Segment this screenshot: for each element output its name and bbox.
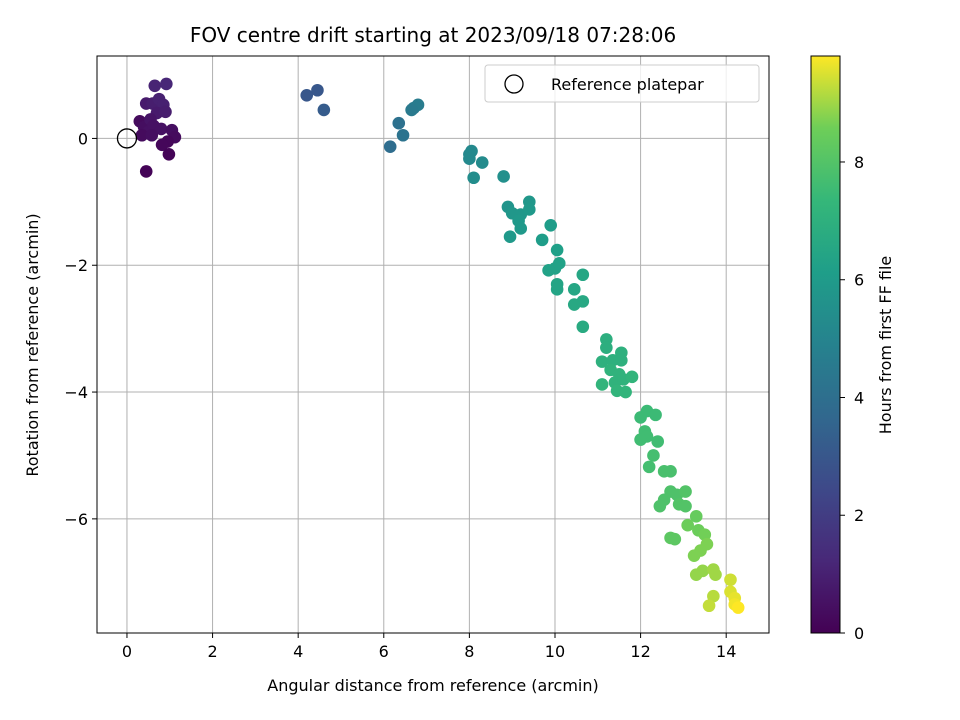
data-point	[317, 103, 331, 117]
grid	[97, 56, 769, 633]
data-point	[162, 147, 176, 161]
data-point	[497, 170, 510, 183]
y-tick-label: −6	[64, 510, 88, 529]
x-tick-label: 6	[379, 642, 389, 661]
data-point	[467, 171, 480, 185]
data-point	[139, 165, 153, 178]
data-point	[523, 203, 536, 216]
data-point	[160, 77, 173, 91]
reference-marker	[116, 128, 138, 149]
data-point	[698, 528, 712, 542]
data-point	[155, 138, 169, 152]
data-point	[576, 320, 590, 334]
x-tick-label: 14	[716, 642, 736, 661]
data-point	[300, 89, 314, 102]
colorbar-tick-label: 6	[854, 271, 864, 290]
data-point	[512, 214, 525, 228]
data-point	[625, 370, 639, 384]
x-tick-label: 0	[122, 642, 132, 661]
data-point	[619, 385, 632, 399]
colorbar-tick-label: 2	[854, 506, 864, 525]
data-point	[664, 465, 677, 478]
colorbar-ticks: 0 2 4 6 8	[840, 153, 864, 643]
legend: Reference platepar	[484, 64, 760, 103]
x-tick-label: 10	[545, 642, 565, 661]
data-point	[689, 510, 703, 523]
data-point	[392, 116, 406, 130]
data-point	[647, 449, 660, 462]
x-tick-label: 2	[207, 642, 217, 661]
data-point	[687, 549, 701, 562]
colorbar-gradient	[810, 55, 841, 634]
data-point	[642, 460, 656, 474]
colorbar-label: Hours from first FF file	[876, 256, 895, 435]
data-point	[600, 341, 613, 354]
data-point	[709, 568, 722, 581]
data-point	[475, 156, 489, 169]
data-point	[679, 485, 692, 498]
x-axis-label: Angular distance from reference (arcmin)	[267, 676, 598, 695]
data-point	[653, 499, 667, 513]
data-point	[576, 295, 590, 308]
data-point	[383, 140, 397, 153]
data-point	[552, 257, 566, 270]
data-point	[405, 103, 418, 117]
data-point	[696, 564, 709, 578]
y-axis-label: Rotation from reference (arcmin)	[23, 213, 42, 476]
data-point	[651, 435, 665, 448]
data-point	[634, 433, 647, 446]
data-point	[615, 354, 628, 367]
data-points	[133, 77, 745, 614]
y-axis-ticks: 0 −2 −4 −6	[64, 129, 97, 529]
data-point	[154, 122, 168, 136]
data-point	[731, 601, 745, 614]
data-point	[311, 83, 324, 97]
data-point	[544, 218, 558, 232]
data-point	[595, 378, 609, 391]
data-point	[463, 152, 476, 166]
x-tick-label: 8	[464, 642, 474, 661]
legend-box	[484, 64, 760, 103]
colorbar: 0 2 4 6 8 Hours from first FF file	[810, 55, 895, 643]
data-point	[145, 128, 159, 142]
y-tick-label: −2	[64, 256, 88, 275]
data-point	[681, 518, 694, 532]
data-point	[724, 573, 737, 587]
data-point	[679, 499, 692, 513]
data-point	[535, 233, 549, 247]
plot-frame	[96, 55, 770, 634]
y-tick-label: 0	[78, 129, 88, 148]
colorbar-tick-label: 0	[854, 624, 864, 643]
y-tick-label: −4	[64, 383, 88, 402]
data-point	[135, 128, 149, 142]
data-point	[550, 243, 564, 257]
x-axis-ticks: 0 2 4 6 8 10 12 14	[122, 633, 736, 661]
x-tick-label: 4	[293, 642, 303, 661]
data-point	[503, 230, 517, 244]
data-point	[550, 283, 564, 296]
data-point	[595, 355, 609, 368]
x-tick-label: 12	[630, 642, 650, 661]
data-point	[576, 268, 590, 282]
data-point	[702, 599, 716, 613]
colorbar-tick-label: 8	[854, 153, 864, 172]
data-point	[649, 408, 662, 422]
colorbar-tick-label: 4	[854, 388, 864, 407]
data-point	[396, 128, 410, 142]
chart-title: FOV centre drift starting at 2023/09/18 …	[190, 23, 676, 47]
data-point	[148, 79, 162, 93]
legend-reference-marker	[504, 74, 524, 94]
data-point	[707, 589, 720, 603]
data-point	[542, 264, 555, 277]
data-point	[567, 283, 581, 296]
reference-platepar-point	[116, 128, 138, 149]
legend-entry-reference-platepar: Reference platepar	[551, 75, 704, 94]
data-point	[668, 532, 682, 546]
data-point	[159, 105, 172, 119]
